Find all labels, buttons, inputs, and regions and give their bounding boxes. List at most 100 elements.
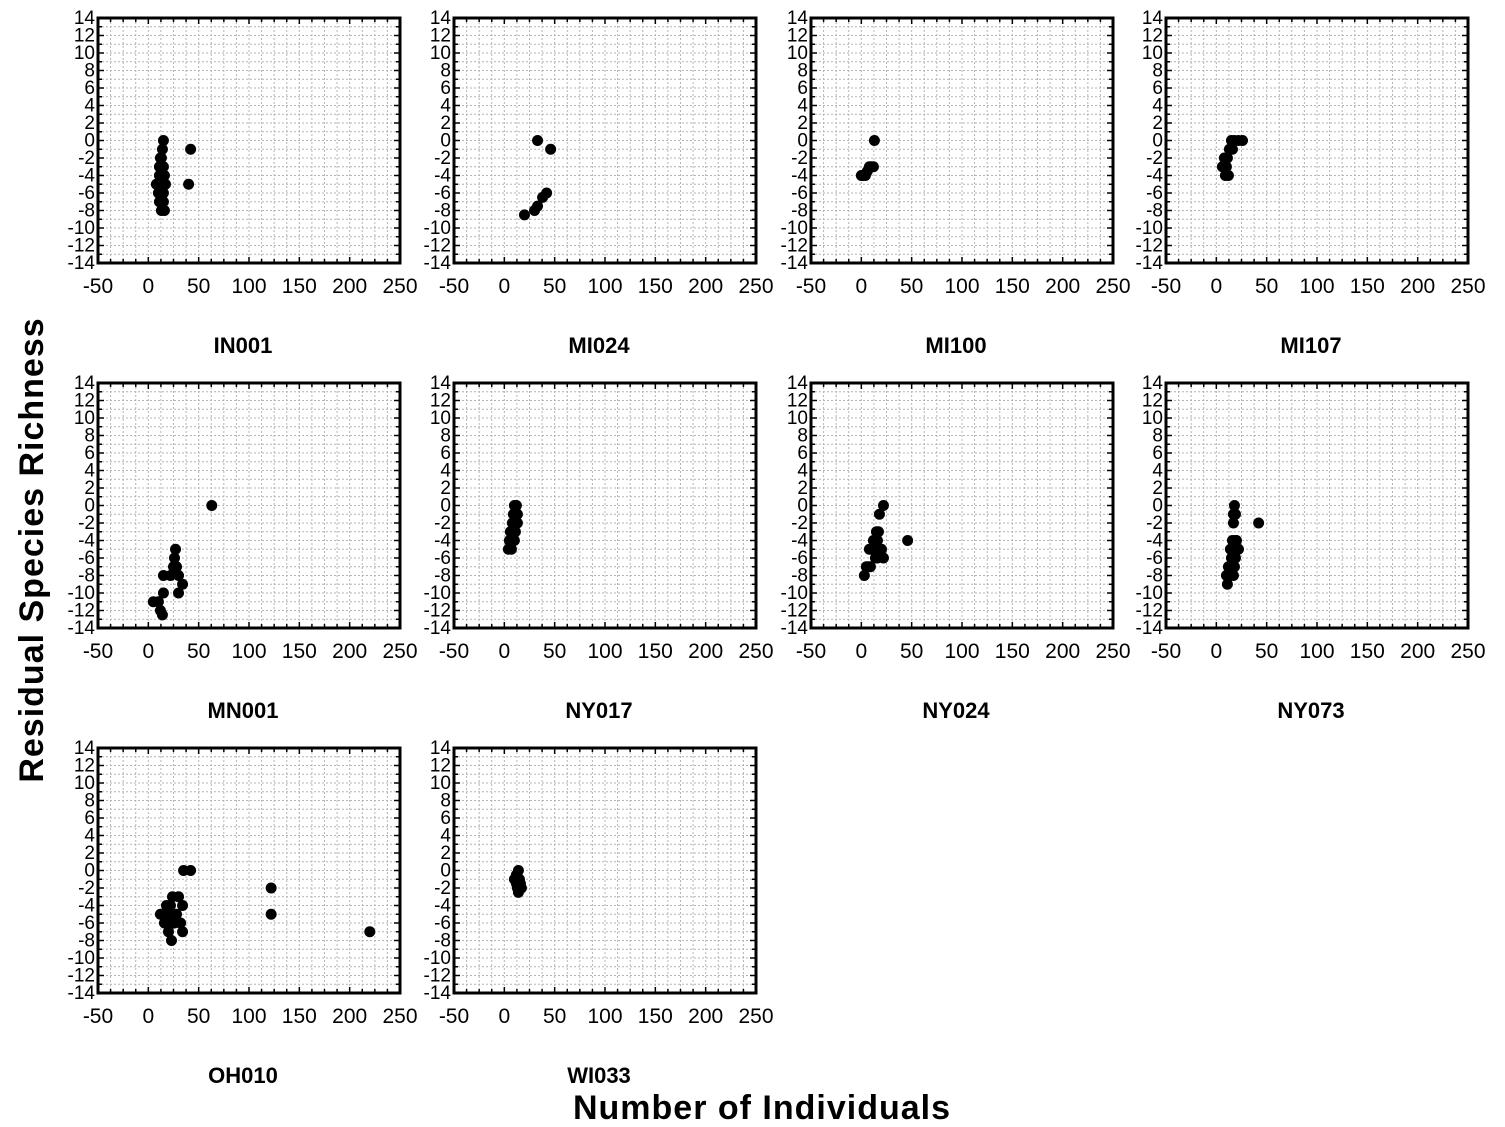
x-tick-label: 100 [944, 275, 979, 298]
y-tick-label: -2 [78, 878, 95, 899]
x-tick-label: 250 [382, 275, 417, 298]
data-point [1227, 570, 1239, 581]
data-point [153, 161, 165, 173]
data-points [147, 500, 218, 621]
y-tick-label: -6 [78, 913, 95, 934]
y-tick-label: -2 [434, 878, 451, 899]
x-tick-label: -50 [439, 1005, 469, 1028]
data-point [165, 935, 177, 946]
y-tick-label: -2 [78, 148, 95, 169]
y-tick-label: -2 [1146, 513, 1163, 534]
x-tick-label: 0 [498, 640, 510, 663]
y-tick-label: 0 [84, 131, 95, 152]
panel-title: NY073 [1277, 698, 1344, 723]
x-tick-label: 200 [688, 640, 723, 663]
y-tick-label: -12 [1136, 236, 1163, 257]
x-tick-label: 0 [855, 640, 867, 663]
panel-grid-lines [454, 748, 756, 993]
panel-grid-lines [811, 383, 1113, 628]
y-tick-label: -12 [68, 966, 95, 987]
y-tick-label: 10 [430, 43, 451, 64]
x-tick-label: 50 [543, 1005, 566, 1028]
y-tick-label: 12 [787, 26, 808, 47]
data-point [155, 187, 167, 199]
y-tick-label: 6 [1152, 78, 1163, 99]
x-tick-label: 50 [900, 640, 923, 663]
data-point [532, 135, 544, 146]
x-tick-label: 100 [587, 1005, 622, 1028]
x-tick-label: 200 [332, 1005, 367, 1028]
data-point [537, 191, 549, 203]
y-tick-label: 4 [797, 96, 808, 117]
x-tick-label: 0 [142, 275, 154, 298]
data-point [156, 609, 168, 621]
y-tick-label: 2 [797, 113, 808, 134]
y-tick-label: -12 [424, 236, 451, 257]
data-point [185, 143, 197, 155]
y-tick-label: 10 [787, 408, 808, 429]
data-point [155, 205, 167, 216]
data-point [510, 500, 522, 511]
data-point [1228, 561, 1240, 573]
y-tick-label: -8 [78, 201, 95, 222]
y-tick-label: -4 [1146, 531, 1163, 552]
y-tick-label: 6 [440, 443, 451, 464]
data-point [1219, 170, 1231, 181]
x-tick-label: 100 [587, 640, 622, 663]
y-tick-label: 10 [74, 43, 95, 64]
y-tick-label: 4 [440, 461, 451, 482]
data-points [518, 135, 557, 221]
y-tick-label: -4 [791, 531, 808, 552]
y-tick-label: 4 [84, 461, 95, 482]
y-tick-label: 10 [430, 773, 451, 794]
y-tick-label: 14 [1142, 373, 1164, 394]
data-point [157, 196, 169, 208]
data-point [1253, 517, 1265, 529]
data-point [877, 500, 889, 511]
y-tick-label: 6 [440, 808, 451, 829]
y-tick-label: -14 [68, 618, 96, 639]
data-point [1220, 161, 1232, 173]
plot-frame [452, 746, 758, 995]
panel-title: MI107 [1280, 333, 1341, 358]
data-point [157, 135, 169, 146]
y-tick-label: 10 [1142, 408, 1163, 429]
y-tick-label: -6 [1146, 548, 1163, 569]
y-tick-label: 4 [84, 826, 95, 847]
data-point [177, 900, 189, 911]
x-tick-label: 200 [688, 1005, 723, 1028]
y-tick-label: 4 [1152, 96, 1163, 117]
y-tick-label: -10 [424, 948, 451, 969]
data-point [1225, 135, 1237, 146]
x-tick-label: -50 [83, 275, 113, 298]
plot-frame [809, 381, 1115, 630]
panel-grid-lines [1166, 18, 1468, 263]
x-tick-label: 250 [1450, 275, 1485, 298]
y-tick-label: -4 [434, 896, 451, 917]
y-tick-label: 6 [1152, 443, 1163, 464]
y-tick-label: 12 [1142, 391, 1163, 412]
y-tick-label: 0 [84, 496, 95, 517]
x-tick-label: 250 [1095, 275, 1130, 298]
y-tick-label: 6 [84, 443, 95, 464]
data-point [870, 526, 882, 538]
y-tick-label: -10 [68, 583, 95, 604]
y-tick-label: 14 [74, 8, 96, 29]
x-tick-label: 100 [231, 1005, 266, 1028]
data-point [871, 535, 883, 546]
x-tick-label: 250 [738, 640, 773, 663]
y-tick-label: -8 [434, 566, 451, 587]
y-tick-label: 2 [797, 478, 808, 499]
x-tick-label: 200 [688, 275, 723, 298]
y-tick-label: 14 [787, 8, 809, 29]
x-tick-label: 150 [1350, 640, 1385, 663]
y-tick-label: -8 [791, 566, 808, 587]
y-tick-label: -6 [1146, 183, 1163, 204]
x-tick-label: -50 [83, 640, 113, 663]
data-points [502, 500, 523, 555]
y-tick-label: 8 [797, 61, 808, 82]
